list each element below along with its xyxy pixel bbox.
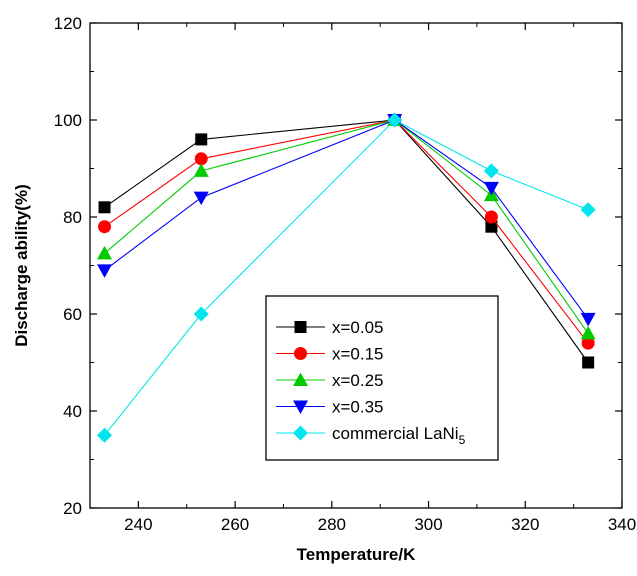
x-tick-label: 320 <box>511 515 539 534</box>
legend-marker <box>293 425 308 441</box>
legend-marker <box>293 400 308 414</box>
legend-marker <box>294 321 307 333</box>
data-point <box>387 112 403 128</box>
x-tick-label: 340 <box>608 515 636 534</box>
data-point <box>193 306 209 322</box>
data-point <box>193 163 209 177</box>
y-axis-title: Discharge ability(%) <box>12 184 31 347</box>
y-tick-label: 40 <box>63 402 82 421</box>
data-point <box>580 202 596 218</box>
legend-item: x=0.15 <box>276 345 384 364</box>
legend-label: commercial LaNi5 <box>332 424 466 447</box>
legend-item: x=0.35 <box>276 398 384 417</box>
x-axis-title: Temperature/K <box>297 545 416 564</box>
data-point <box>580 312 596 327</box>
legend-item: commercial LaNi5 <box>276 424 466 447</box>
y-tick-label: 80 <box>63 208 82 227</box>
data-point <box>194 152 208 166</box>
legend-label: x=0.15 <box>332 345 384 364</box>
ticks-layer: 240 260 280 300 320 340 20 40 60 80 100 120 <box>54 14 637 534</box>
data-point <box>580 325 596 340</box>
legend-marker <box>294 347 307 360</box>
legend-label: x=0.05 <box>332 318 384 337</box>
legend-item: x=0.25 <box>276 371 384 390</box>
x-tick-label: 280 <box>318 515 346 534</box>
data-point <box>483 163 499 179</box>
data-point <box>97 427 113 443</box>
y-tick-label: 120 <box>54 14 82 33</box>
y-tick-label: 60 <box>63 305 82 324</box>
data-point <box>98 220 112 234</box>
y-tick-label: 20 <box>63 499 82 518</box>
data-point <box>581 336 595 350</box>
series-line <box>104 119 589 320</box>
data-point <box>485 220 498 233</box>
series-4 <box>97 114 596 327</box>
data-point <box>484 210 498 224</box>
data-point <box>582 356 595 369</box>
data-point <box>195 133 208 146</box>
data-point <box>97 264 113 278</box>
data-point <box>483 181 499 196</box>
series-layer <box>97 112 596 443</box>
legend-items: x=0.05 x=0.15 x=0.25 x=0.35 commercial LaNi5 <box>276 318 466 447</box>
legend-subscript: 5 <box>459 433 466 447</box>
legend: x=0.05 x=0.15 x=0.25 x=0.35 commercial LaNi5 <box>265 295 499 461</box>
legend-item: x=0.05 <box>276 318 384 337</box>
series-5 <box>97 112 596 443</box>
data-point <box>193 191 209 206</box>
data-point <box>97 245 113 260</box>
y-tick-label: 100 <box>54 111 82 130</box>
legend-label: x=0.35 <box>332 398 384 417</box>
x-tick-label: 240 <box>124 515 152 534</box>
legend-marker <box>293 372 308 386</box>
legend-label: x=0.25 <box>332 371 384 390</box>
x-tick-label: 300 <box>414 515 442 534</box>
x-tick-label: 260 <box>221 515 249 534</box>
data-point <box>98 201 111 214</box>
